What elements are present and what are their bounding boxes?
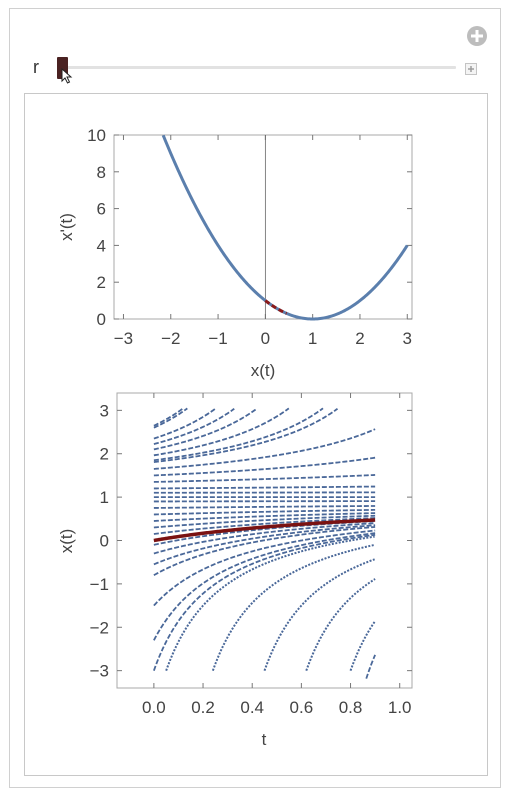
chart2-highlight-curve [153,518,376,543]
chart1-x-tick-label: −3 [114,329,133,348]
chart1-x-tick-label: 1 [308,329,317,348]
chart2-solution-curve [153,526,376,576]
chart2-y-tick-label: 0 [100,532,109,551]
chart1-ticks: −3 −2 −1 0 1 2 3 0 2 4 6 8 10 [87,126,412,348]
chart1-frame [113,134,413,320]
chart2-solution-curve [153,408,339,463]
chart2-solution-curve [153,533,376,671]
chart1-x-tick-label: 2 [355,329,364,348]
chart2-solution-curve [153,407,324,462]
chart2-y-tick-label: −3 [90,662,109,681]
chart1-y-tick-label: 10 [87,126,106,145]
chart2-solution-curve [153,514,376,529]
chart1-y-axis-label: x'(t) [57,213,76,241]
chart2-solution-curve [305,578,376,671]
chart2-ticks: 0.0 0.2 0.4 0.6 0.8 1.0 −3 −2 −1 0 1 2 3 [90,393,412,717]
phase-line-chart: −3 −2 −1 0 1 2 3 0 2 4 6 8 10 x(t) x'(t) [57,126,413,380]
chart2-y-tick-label: −1 [90,575,109,594]
chart2-solution-curve [153,407,217,440]
chart1-x-tick-label: −1 [208,329,227,348]
add-control-icon[interactable] [466,25,488,47]
chart2-x-axis-label: t [262,730,267,749]
chart2-x-tick-label: 0.4 [240,698,264,717]
chart2-solution-curve [211,543,376,671]
chart2-solution-curve [153,508,376,516]
chart1-y-tick-label: 4 [97,236,106,255]
chart2-solution-curve [153,456,376,477]
chart1-highlight-segment [264,299,288,315]
chart2-x-tick-label: 0.0 [142,698,166,717]
chart2-solution-curve [165,535,375,671]
chart2-solution-curve [153,517,376,535]
chart1-x-tick-label: −2 [161,329,180,348]
chart1-x-tick-label: 3 [403,329,412,348]
chart1-x-tick-label: 0 [261,329,270,348]
chart2-solution-curve [349,620,376,671]
chart2-y-tick-label: 3 [100,401,109,420]
chart2-solution-curve [153,529,376,607]
chart1-series-line [161,134,409,321]
chart2-solution-curve [153,505,376,509]
chart2-solution-curve [153,407,184,427]
chart2-solution-curve [153,524,376,566]
chart1-y-tick-label: 6 [97,200,106,219]
chart1-y-tick-label: 0 [97,310,106,329]
chart2-y-tick-label: 1 [100,488,109,507]
chart2-y-tick-label: −2 [90,618,109,637]
chart2-y-axis-label: x(t) [57,529,76,554]
chart2-solution-curve [153,408,235,445]
chart2-x-tick-label: 1.0 [388,698,412,717]
chart2-solution-curve [153,522,376,555]
slider-thumb[interactable] [57,57,68,79]
mouse-cursor-icon [61,68,73,84]
expand-controls-icon[interactable] [465,63,477,75]
solution-curves-chart: 0.0 0.2 0.4 0.6 0.8 1.0 −3 −2 −1 0 1 2 3 t x(t) [57,392,413,749]
chart2-solution-curve [153,485,376,490]
chart2-solution-curve [153,407,290,457]
slider-label: r [33,57,39,77]
chart2-x-tick-label: 0.2 [191,698,215,717]
chart2-solution-curve [153,474,376,483]
chart2-solution-curve [153,532,376,641]
chart2-x-tick-label: 0.6 [290,698,314,717]
chart2-solution-curve [153,407,376,679]
chart2-x-tick-label: 0.8 [339,698,363,717]
chart2-solution-curve [153,428,376,470]
chart1-x-axis-label: x(t) [251,361,276,380]
chart2-solution-curve [263,558,375,671]
slider-track[interactable] [66,66,456,69]
chart2-solution-curve [153,407,258,451]
chart1-y-tick-label: 2 [97,273,106,292]
chart1-y-tick-label: 8 [97,163,106,182]
chart2-y-tick-label: 2 [100,445,109,464]
chart2-solution-curve [153,512,376,522]
